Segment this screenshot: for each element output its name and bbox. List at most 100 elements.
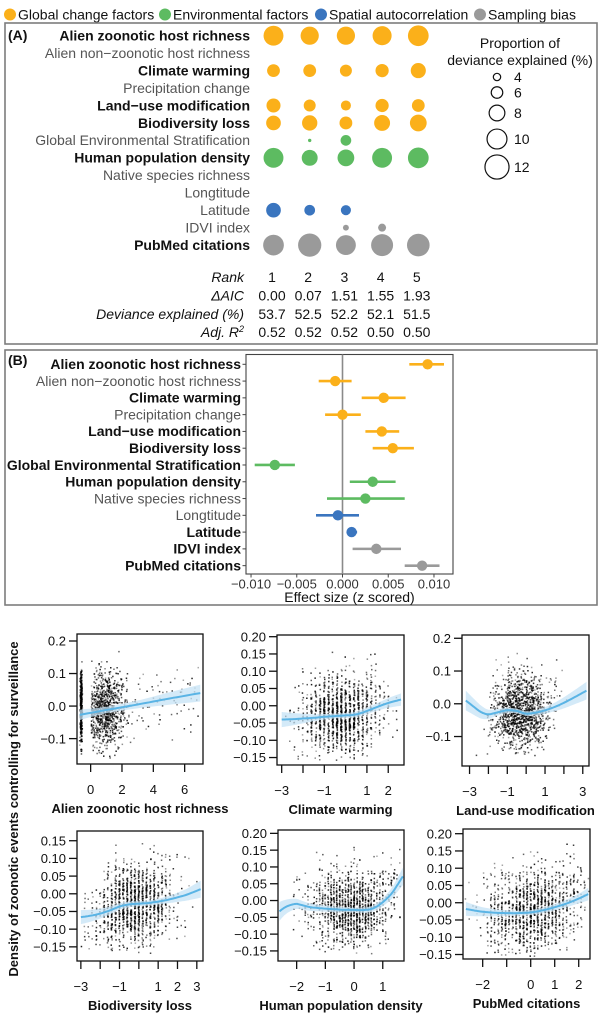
scatter-point	[93, 698, 96, 700]
row-label: PubMed citations	[134, 237, 250, 253]
scatter-point	[100, 734, 102, 737]
scatter-point	[106, 701, 109, 703]
scatter-point	[517, 693, 519, 696]
scatter-point	[544, 722, 546, 725]
scatter-point	[358, 704, 360, 707]
scatter-point	[512, 725, 515, 727]
scatter-point	[301, 751, 304, 753]
scatter-point	[112, 712, 114, 715]
scatter-point	[80, 690, 82, 692]
scatter-point	[80, 704, 82, 706]
scatter-point	[532, 708, 534, 710]
scatter-point	[83, 907, 86, 910]
scatter-point	[345, 691, 347, 693]
scatter-point	[531, 731, 533, 733]
scatter-point	[340, 756, 343, 758]
scatter-point	[520, 724, 523, 726]
scatter-point	[511, 713, 513, 715]
scatter-point	[491, 727, 494, 729]
scatter-point	[99, 700, 101, 703]
scatter-point	[311, 696, 313, 699]
scatter-point	[130, 942, 132, 944]
scatter-point	[145, 945, 148, 947]
scatter-point	[518, 687, 521, 690]
scatter-point	[523, 742, 525, 745]
coefficient-estimate	[254, 459, 295, 471]
scatter-point	[183, 728, 186, 730]
scatter-point	[527, 735, 530, 737]
bubble	[375, 98, 389, 113]
scatter-point	[370, 714, 373, 716]
scatter-point	[358, 721, 360, 723]
scatter-point	[345, 728, 347, 730]
scatter-point	[533, 735, 536, 738]
scatter-point	[95, 725, 98, 728]
scatter-point	[122, 726, 124, 728]
scatter-point	[91, 716, 94, 718]
scatter-point	[97, 721, 99, 724]
scatter-point	[106, 713, 108, 715]
scatter-point	[511, 714, 513, 717]
scatter-point	[487, 735, 490, 737]
scatter-point	[514, 729, 516, 731]
scatter-point	[539, 684, 541, 686]
table-row-label: Adj. R2	[200, 324, 244, 340]
scatter-point	[362, 746, 364, 749]
scatter-point	[533, 706, 535, 709]
table-row-label-text: ΔAIC	[210, 288, 245, 304]
scatter-point	[361, 693, 363, 695]
scatter-point	[505, 705, 507, 707]
scatter-point	[508, 701, 510, 703]
scatter-point	[508, 703, 510, 705]
scatter-point	[120, 730, 123, 733]
coefficient-estimate	[346, 526, 358, 538]
scatter-point	[112, 733, 114, 736]
scatter-point	[526, 665, 529, 668]
scatter-point	[522, 702, 524, 705]
scatter-point	[537, 740, 540, 742]
scatter-point	[79, 698, 82, 700]
bubble	[340, 205, 351, 216]
scatter-point	[80, 730, 83, 732]
scatter-point	[101, 675, 104, 677]
scatter-point	[160, 905, 163, 908]
scatter-point	[511, 722, 514, 725]
scatter-point	[357, 692, 360, 694]
scatter-point	[516, 652, 518, 655]
scatter-point	[81, 740, 83, 743]
scatter-point	[310, 704, 313, 706]
scatter-point	[541, 707, 543, 709]
scatter-point	[498, 726, 500, 728]
scatter-point	[543, 723, 545, 726]
scatter-point	[341, 685, 343, 687]
scatter-point	[107, 725, 109, 728]
scatter-point	[374, 675, 377, 677]
x-tick-label: 2	[385, 783, 392, 798]
scatter-point	[512, 722, 515, 724]
scatter-point	[341, 694, 343, 696]
scatter-point	[332, 731, 335, 734]
scatter-point	[531, 716, 533, 718]
scatter-point	[501, 747, 503, 750]
scatter-point	[511, 719, 513, 721]
scatter-point	[511, 730, 514, 733]
scatter-point	[314, 690, 316, 693]
scatter-point	[548, 681, 551, 683]
scatter-point	[174, 677, 176, 680]
scatter-point	[523, 679, 525, 681]
scatter-point	[370, 728, 372, 730]
scatter-point	[94, 691, 96, 693]
scatter-point	[91, 660, 93, 662]
scatter-point	[310, 738, 313, 741]
scatter-point	[142, 673, 144, 676]
scatter-point	[345, 724, 347, 726]
scatter-point	[365, 671, 368, 674]
scatter-point	[336, 720, 339, 722]
scatter-point	[503, 726, 506, 729]
legend-swatch-icon	[4, 8, 16, 21]
table-row-label-text: Deviance explained (%)	[96, 306, 244, 322]
scatter-point	[114, 879, 116, 882]
scatter-point	[526, 732, 529, 734]
scatter-point	[530, 666, 533, 669]
scatter-point	[509, 731, 512, 733]
